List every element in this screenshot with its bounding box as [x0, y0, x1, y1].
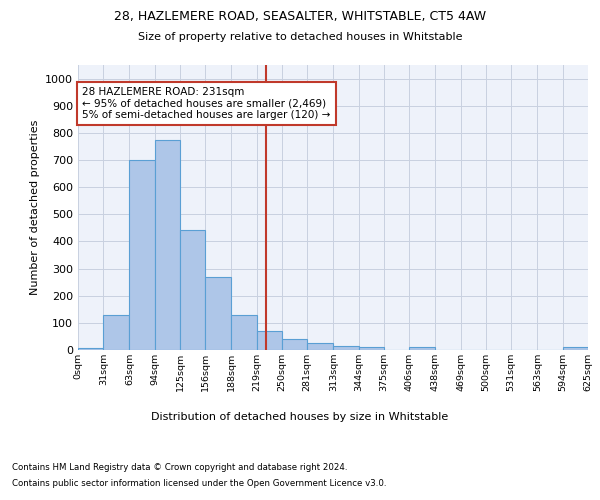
- Bar: [282, 339, 307, 350]
- Bar: [257, 331, 282, 350]
- Bar: [232, 314, 257, 350]
- Text: 28 HAZLEMERE ROAD: 231sqm
← 95% of detached houses are smaller (2,469)
5% of sem: 28 HAZLEMERE ROAD: 231sqm ← 95% of detac…: [82, 86, 331, 120]
- Bar: [205, 276, 232, 350]
- Bar: [334, 346, 359, 350]
- Text: Contains public sector information licensed under the Open Government Licence v3: Contains public sector information licen…: [12, 479, 386, 488]
- Text: 28, HAZLEMERE ROAD, SEASALTER, WHITSTABLE, CT5 4AW: 28, HAZLEMERE ROAD, SEASALTER, WHITSTABL…: [114, 10, 486, 23]
- Bar: [130, 160, 155, 350]
- Bar: [359, 346, 384, 350]
- Bar: [409, 348, 436, 350]
- Bar: [78, 348, 103, 350]
- Y-axis label: Number of detached properties: Number of detached properties: [29, 120, 40, 295]
- Bar: [180, 230, 205, 350]
- Bar: [563, 348, 588, 350]
- Text: Size of property relative to detached houses in Whitstable: Size of property relative to detached ho…: [138, 32, 462, 42]
- Bar: [103, 316, 130, 350]
- Bar: [307, 343, 334, 350]
- Text: Distribution of detached houses by size in Whitstable: Distribution of detached houses by size …: [151, 412, 449, 422]
- Text: Contains HM Land Registry data © Crown copyright and database right 2024.: Contains HM Land Registry data © Crown c…: [12, 462, 347, 471]
- Bar: [155, 140, 180, 350]
